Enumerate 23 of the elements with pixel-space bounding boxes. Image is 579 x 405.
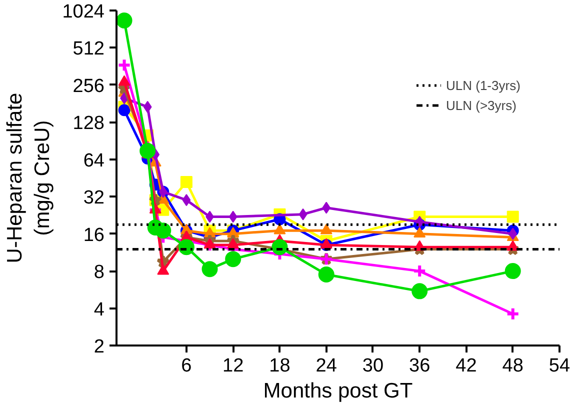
y-tick-label: 32: [83, 188, 105, 209]
y-tick-label: 1024: [62, 2, 105, 22]
y-tick-label: 2: [94, 336, 105, 358]
legend-label: ULN (1-3yrs): [446, 78, 520, 92]
y-tick-label: 8: [94, 262, 105, 284]
x-tick-label: 54: [548, 356, 570, 376]
y-tick-label: 16: [83, 224, 105, 246]
x-tick-label: 48: [502, 356, 524, 376]
x-tick-label: 42: [456, 356, 477, 376]
x-axis-title: Months post GT: [263, 380, 413, 402]
y-tick-label: 4: [94, 299, 105, 320]
x-tick-label: 36: [409, 356, 430, 376]
y-tick-label: 64: [83, 150, 105, 172]
y-tick-label: 256: [72, 76, 104, 97]
x-tick-label: 12: [222, 356, 244, 376]
y-tick-label: 128: [72, 113, 104, 134]
x-tick-label: 6: [181, 356, 192, 376]
legend-label: ULN (>3yrs): [446, 98, 516, 112]
x-tick-label: 18: [269, 356, 290, 376]
y-tick-label: 512: [72, 38, 104, 60]
x-tick-label: 24: [316, 356, 338, 376]
x-tick-label: 30: [362, 356, 384, 376]
y-axis-title: U-Heparan sulfate (mg/g CreU): [4, 92, 54, 264]
